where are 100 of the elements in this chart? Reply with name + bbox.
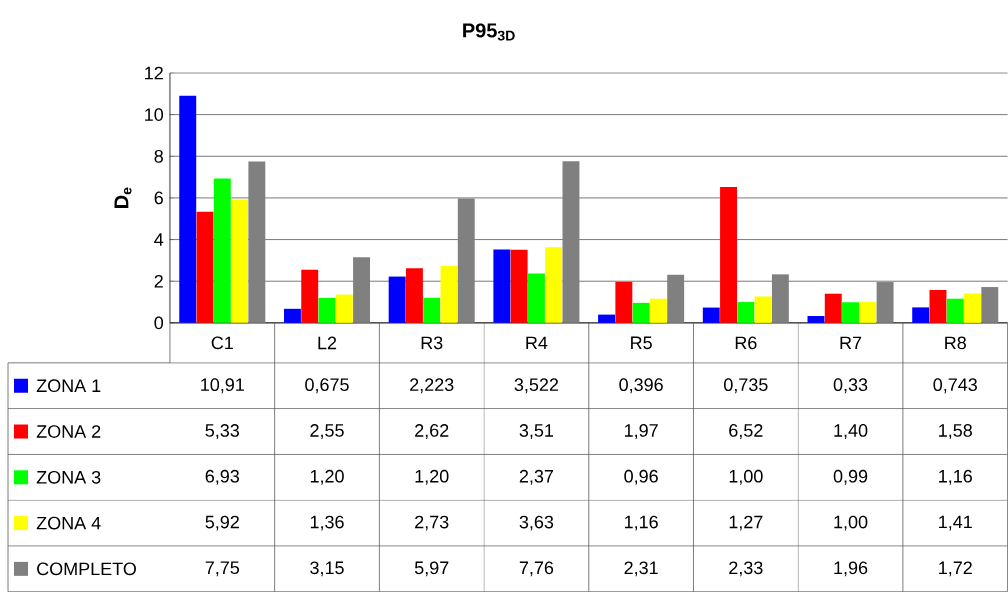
data-label: 2,37 — [519, 469, 554, 485]
data-label: 1,00 — [834, 515, 868, 531]
data-label: 6,93 — [205, 469, 240, 485]
data-label: 2,33 — [729, 561, 763, 577]
data-label: 2,62 — [415, 424, 449, 439]
bar — [196, 211, 214, 323]
x-tick-label: R5 — [631, 336, 652, 350]
y-tick-label: 10 — [145, 108, 164, 121]
bar — [388, 276, 406, 323]
data-label: 3,51 — [519, 424, 554, 439]
bar — [440, 265, 458, 323]
bar — [807, 315, 825, 323]
data-label: 3,15 — [310, 561, 344, 577]
legend-label: ZONA 4 — [36, 516, 101, 530]
x-tick-label: R7 — [840, 336, 862, 349]
data-label: 0,33 — [833, 378, 868, 394]
legend-label: ZONA 3 — [36, 470, 101, 484]
data-label: 1,20 — [310, 469, 344, 485]
bar — [405, 268, 423, 323]
data-label: 0,735 — [724, 378, 768, 394]
data-label: 5,33 — [205, 424, 240, 439]
data-label: 1,41 — [939, 515, 972, 531]
data-label: 1,00 — [729, 469, 763, 485]
bar — [179, 95, 197, 323]
data-label: 0,96 — [624, 469, 658, 485]
bar — [859, 301, 877, 323]
data-label: 7,75 — [205, 561, 240, 577]
data-label: 0,743 — [933, 378, 977, 394]
legend-label: ZONA 1 — [36, 379, 101, 393]
data-label: 2,73 — [415, 515, 449, 531]
y-tick-label: 6 — [154, 191, 163, 205]
data-label: 0,396 — [619, 378, 663, 394]
data-label: 1,97 — [624, 424, 658, 439]
data-label: 0,675 — [305, 378, 349, 394]
y-tick-label: 8 — [154, 149, 163, 163]
data-label: 2,31 — [624, 561, 658, 577]
data-label: 1,72 — [939, 561, 972, 577]
data-label: 1,96 — [834, 561, 868, 577]
bar — [318, 297, 336, 323]
bar — [981, 286, 999, 323]
bar — [912, 307, 930, 323]
x-tick-label: R3 — [421, 336, 443, 350]
bar — [335, 294, 353, 323]
bar — [615, 281, 633, 323]
bar — [929, 289, 947, 323]
data-label: 1,40 — [834, 424, 868, 439]
bar — [842, 302, 859, 323]
bar — [545, 247, 563, 323]
bar — [213, 178, 231, 323]
bar — [946, 298, 964, 323]
data-label: 1,16 — [624, 515, 658, 531]
bar — [231, 199, 249, 323]
x-tick-label: R6 — [735, 336, 757, 350]
y-axis-title: D$_{e}$ — [114, 187, 132, 208]
data-label: 0,99 — [833, 469, 868, 485]
data-label: 2,223 — [410, 378, 454, 394]
x-tick-label: C1 — [211, 336, 233, 350]
chart-title: P95$_{3D}$ — [463, 23, 515, 41]
bar — [632, 302, 650, 323]
data-label: 1,36 — [310, 515, 344, 531]
data-label: 1,58 — [939, 424, 972, 439]
bar — [964, 293, 981, 323]
data-label: 2,55 — [310, 424, 344, 439]
data-label: 6,52 — [729, 424, 763, 439]
bar — [737, 301, 755, 323]
data-label: 5,92 — [205, 515, 239, 531]
bar — [720, 187, 738, 323]
data-label: 1,16 — [939, 469, 972, 485]
data-label: 7,76 — [519, 561, 554, 577]
data-label: 5,97 — [414, 561, 449, 577]
data-label: 10,91 — [201, 378, 244, 394]
bar — [562, 161, 580, 323]
bar — [283, 308, 301, 323]
bar — [876, 281, 894, 323]
x-tick-label: L2 — [318, 336, 337, 350]
y-tick-label: 4 — [154, 233, 164, 246]
y-tick-label: 12 — [145, 66, 163, 80]
data-label: 1,27 — [729, 515, 763, 531]
x-tick-label: R8 — [945, 336, 966, 350]
bar — [754, 296, 772, 323]
bar — [353, 257, 371, 323]
data-label: 1,20 — [415, 469, 449, 485]
bar — [702, 307, 720, 323]
legend-label: ZONA 2 — [36, 425, 101, 438]
x-tick-label: R4 — [526, 336, 548, 349]
bar — [649, 298, 667, 323]
data-label: 3,522 — [514, 378, 559, 394]
bar — [824, 293, 842, 323]
bar — [667, 274, 685, 323]
y-tick-label: 0 — [154, 316, 164, 330]
bar — [510, 249, 528, 323]
bar — [248, 161, 266, 323]
bar — [527, 273, 545, 323]
bar — [598, 314, 616, 323]
legend-label: COMPLETO — [37, 562, 136, 576]
y-tick-label: 2 — [154, 274, 163, 288]
bar — [301, 269, 319, 323]
bar — [771, 274, 789, 323]
bar — [493, 249, 511, 323]
bar — [423, 297, 441, 323]
